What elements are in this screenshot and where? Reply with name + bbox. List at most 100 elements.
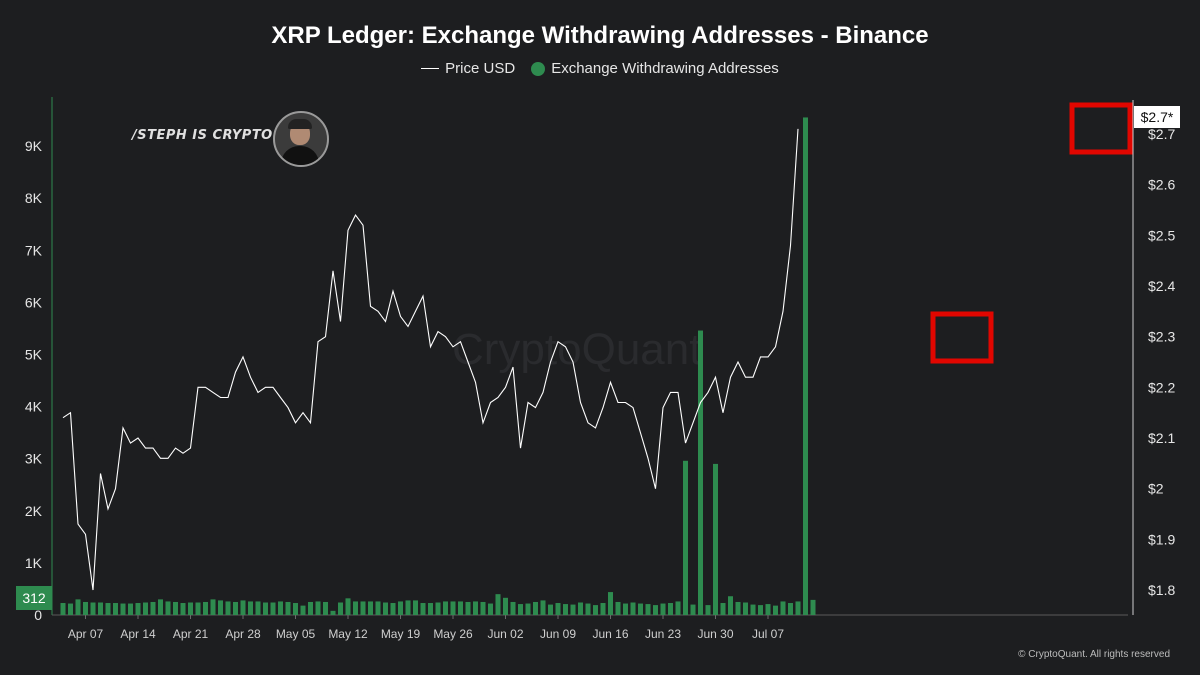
withdrawing-bar [720, 603, 726, 615]
chart-legend: Price USD Exchange Withdrawing Addresses [0, 60, 1200, 77]
withdrawing-bar [443, 601, 448, 615]
withdrawing-bar [360, 601, 366, 615]
legend-item-withdrawing[interactable]: Exchange Withdrawing Addresses [531, 60, 779, 77]
withdrawing-bar [555, 603, 561, 615]
withdrawing-bar [353, 601, 358, 615]
right-tick-label: $1.9 [1148, 531, 1175, 547]
avatar [273, 111, 329, 167]
withdrawing-bar [413, 600, 418, 615]
withdrawing-bar [150, 601, 156, 615]
withdrawing-bar [683, 460, 688, 615]
withdrawing-bar [570, 604, 576, 615]
withdrawing-bar [593, 605, 598, 615]
withdrawing-bar [675, 601, 681, 615]
withdrawing-bar [765, 604, 771, 615]
left-last-value-label: 312 [22, 590, 46, 606]
withdrawing-bar [255, 601, 261, 615]
withdrawing-bar [375, 601, 381, 615]
right-tick-label: $1.8 [1148, 582, 1175, 598]
withdrawing-bar [503, 597, 508, 615]
legend-line-swatch [421, 68, 440, 69]
withdrawing-bar [390, 603, 396, 615]
withdrawing-bar [338, 602, 343, 615]
left-tick-label: 0 [34, 607, 42, 623]
x-tick-label: May 26 [433, 627, 473, 641]
right-last-value-tag [1134, 106, 1180, 128]
withdrawing-bar [803, 117, 808, 615]
x-tick-label: Apr 07 [68, 627, 104, 641]
withdrawing-bar [743, 602, 748, 615]
watermark: CryptoQuant [452, 325, 702, 374]
right-tick-label: $2.3 [1148, 329, 1175, 345]
withdrawing-bar [518, 604, 523, 615]
withdrawing-bar [195, 602, 201, 615]
withdrawing-bar [383, 602, 388, 615]
withdrawing-bar [660, 603, 666, 615]
withdrawing-bar [450, 601, 456, 615]
x-tick-label: Apr 21 [173, 627, 209, 641]
withdrawing-bar [713, 463, 718, 615]
withdrawing-bar [143, 602, 148, 615]
withdrawing-bar [795, 601, 801, 615]
withdrawing-bar [773, 605, 778, 615]
left-tick-label: 8K [25, 190, 43, 206]
withdrawing-bar [473, 601, 478, 615]
withdrawing-bar [233, 601, 238, 615]
withdrawing-bar [278, 601, 283, 615]
withdrawing-bar [788, 603, 793, 615]
left-tick-label: 4K [25, 399, 43, 415]
legend-item-price[interactable]: Price USD [421, 60, 515, 77]
legend-label-price: Price USD [445, 60, 516, 77]
left-tick-label: 1K [25, 555, 43, 571]
withdrawing-bar [248, 601, 253, 615]
withdrawing-bar [263, 602, 268, 615]
left-tick-label: 5K [25, 347, 43, 363]
withdrawing-bar [368, 601, 373, 615]
withdrawing-bar [638, 603, 643, 615]
brand-text: /STEPH IS CRYPTO [132, 128, 273, 143]
withdrawing-bar [323, 601, 328, 615]
x-tick-label: Apr 14 [120, 627, 156, 641]
withdrawing-bar [98, 602, 103, 615]
x-tick-label: Jun 30 [697, 627, 733, 641]
withdrawing-bar [128, 603, 133, 615]
withdrawing-bar [165, 601, 171, 615]
withdrawing-bar [270, 602, 276, 615]
withdrawing-bar [83, 601, 88, 615]
price-line [62, 128, 799, 591]
withdrawing-bar [345, 598, 351, 615]
copyright-text: © CryptoQuant. All rights reserved [1018, 649, 1170, 660]
withdrawing-bar [623, 603, 628, 615]
withdrawing-bar [398, 601, 403, 615]
withdrawing-bar [188, 602, 193, 615]
x-tick-label: May 19 [381, 627, 421, 641]
withdrawing-bar [540, 600, 546, 615]
right-tick-label: $2.4 [1148, 278, 1175, 294]
left-tick-label: 6K [25, 294, 43, 310]
right-tick-label: $2.7 [1148, 126, 1175, 142]
withdrawing-bar [308, 601, 313, 615]
withdrawing-bar [533, 601, 538, 615]
withdrawing-bar [578, 602, 583, 615]
left-tick-label: 7K [25, 242, 43, 258]
withdrawing-bar [135, 603, 141, 615]
withdrawing-bar [113, 603, 118, 615]
left-tick-label: 3K [25, 451, 43, 467]
withdrawing-bar [458, 601, 463, 615]
withdrawing-bar [810, 599, 816, 615]
withdrawing-bar [158, 599, 163, 615]
chart-title: XRP Ledger: Exchange Withdrawing Address… [271, 22, 929, 49]
withdrawing-bar [300, 605, 306, 615]
right-tick-label: $2 [1148, 481, 1164, 497]
withdrawing-bar [173, 601, 178, 615]
right-tick-label: $2.6 [1148, 177, 1175, 193]
withdrawing-bar [728, 596, 733, 615]
x-tick-label: Apr 28 [225, 627, 261, 641]
withdrawing-bar [68, 603, 73, 615]
withdrawing-bar [428, 603, 433, 615]
x-tick-label: Jun 23 [645, 627, 681, 641]
withdrawing-bar [645, 604, 651, 615]
withdrawing-bar [608, 592, 613, 615]
withdrawing-bar [698, 330, 703, 615]
withdrawing-bar [330, 610, 336, 615]
